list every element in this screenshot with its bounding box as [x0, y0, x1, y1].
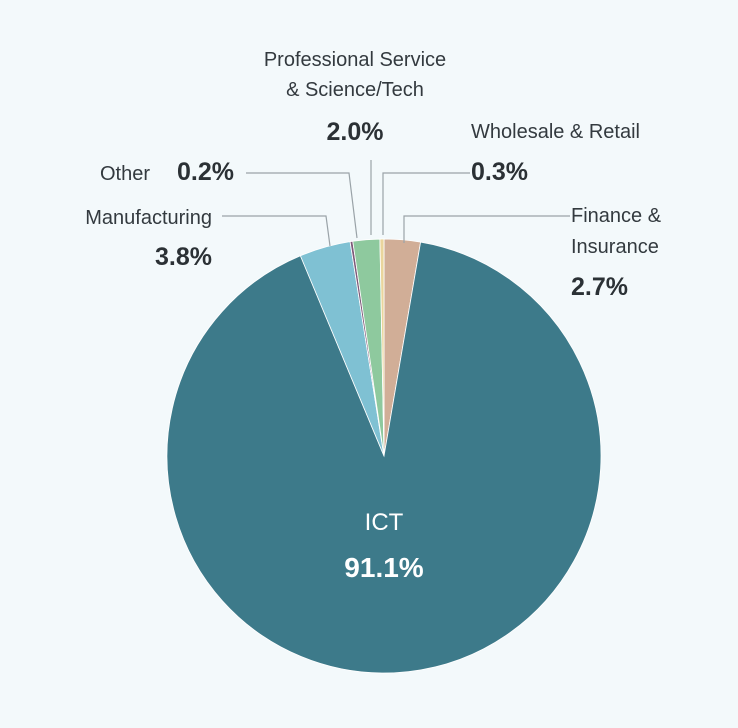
leader-line-wholesale-and-retail — [382, 172, 470, 235]
slice-label-professional-service-and-science-tech: Professional Service — [264, 49, 446, 71]
slice-label-manufacturing: Manufacturing — [85, 207, 212, 229]
slice-label-ict: ICT — [365, 509, 404, 536]
pie-slices — [166, 238, 602, 674]
slice-label-wholesale-and-retail: Wholesale & Retail — [471, 121, 640, 143]
slice-label-finance-and-insurance: Finance & — [571, 205, 662, 227]
leader-line-other — [246, 172, 358, 239]
pie-slice-wholesale-and-retail — [379, 238, 385, 457]
slice-value-wholesale-and-retail: 0.3% — [471, 158, 528, 186]
slice-value-manufacturing: 3.8% — [155, 243, 212, 271]
slice-value-finance-and-insurance: 2.7% — [571, 273, 628, 301]
slice-label-finance-and-insurance: Insurance — [571, 236, 659, 258]
leader-line-manufacturing — [222, 215, 331, 247]
slice-value-professional-service-and-science-tech: 2.0% — [327, 118, 384, 146]
slice-labels: Finance & Insurance 2.7% ICT 91.1% Manufactur… — [85, 49, 661, 583]
leader-line-finance-and-insurance — [403, 215, 570, 243]
slice-value-other: 0.2% — [177, 158, 234, 186]
slice-value-ict: 91.1% — [344, 552, 423, 583]
slice-label-other: Other — [100, 163, 150, 185]
slice-label-professional-service-and-science-tech: & Science/Tech — [286, 79, 424, 101]
pie-slice-ict — [166, 241, 602, 674]
leader-lines — [222, 160, 570, 247]
